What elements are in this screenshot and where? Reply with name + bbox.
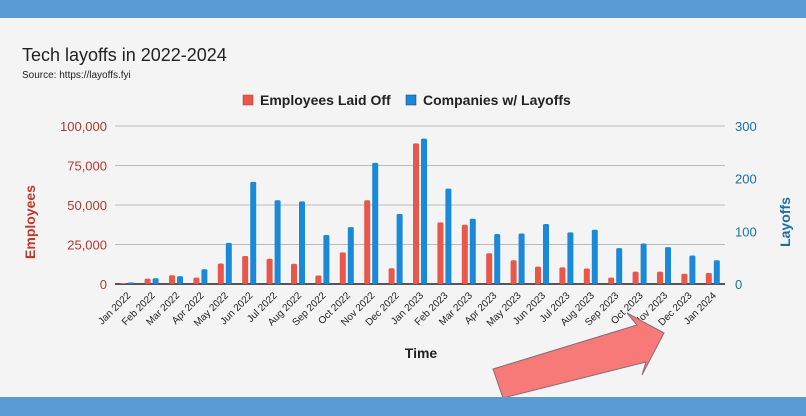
bar-employees bbox=[364, 200, 371, 284]
bar-companies bbox=[250, 181, 257, 284]
bar-companies bbox=[128, 282, 135, 284]
legend-swatch-companies bbox=[405, 94, 417, 106]
bar-employees bbox=[486, 253, 493, 284]
bar-employees bbox=[461, 224, 468, 284]
bar-companies bbox=[201, 269, 208, 284]
x-axis-title: Time bbox=[405, 345, 438, 361]
bar-companies bbox=[616, 248, 623, 284]
bar-companies bbox=[372, 162, 379, 284]
bar-employees bbox=[510, 260, 517, 284]
bar-companies bbox=[640, 243, 647, 284]
bar-employees bbox=[339, 252, 346, 284]
bar-employees bbox=[315, 275, 322, 284]
bar-employees bbox=[437, 222, 444, 284]
bar-employees bbox=[217, 263, 224, 284]
bar-companies bbox=[274, 200, 281, 284]
bar-companies bbox=[445, 188, 452, 284]
y-right-tick-label: 300 bbox=[735, 119, 757, 134]
bar-companies bbox=[567, 232, 574, 284]
bar-companies bbox=[665, 247, 671, 284]
y-right-tick-label: 100 bbox=[735, 224, 757, 239]
legend-label-companies: Companies w/ Layoffs bbox=[423, 92, 571, 108]
bar-companies bbox=[152, 278, 159, 284]
y-left-tick-label: 75,000 bbox=[67, 159, 107, 174]
bar-employees bbox=[705, 272, 712, 284]
y-left-tick-label: 25,000 bbox=[67, 238, 107, 253]
pointer-arrow-annotation bbox=[492, 312, 665, 399]
bar-employees bbox=[388, 268, 395, 284]
bar-employees bbox=[144, 278, 151, 284]
chart-title: Tech layoffs in 2022-2024 bbox=[22, 45, 227, 65]
bar-employees bbox=[242, 256, 249, 284]
legend-swatch-employees bbox=[242, 94, 254, 106]
y-left-tick-label: 0 bbox=[100, 277, 107, 292]
bar-employees bbox=[632, 271, 639, 284]
bar-employees bbox=[657, 271, 663, 284]
bar-employees bbox=[169, 275, 175, 284]
y-axis-left-title: Employees bbox=[22, 185, 38, 259]
bar-companies bbox=[713, 260, 720, 284]
top-banner bbox=[0, 0, 806, 18]
bar-companies bbox=[494, 233, 501, 284]
y-right-tick-label: 200 bbox=[735, 172, 757, 187]
bar-employees bbox=[681, 273, 688, 284]
bar-employees bbox=[266, 258, 273, 284]
bar-employees bbox=[535, 266, 541, 284]
chart-subtitle: Source: https://layoffs.fyi bbox=[22, 70, 131, 81]
y-left-tick-label: 100,000 bbox=[60, 119, 107, 134]
y-axis-right-title: Layoffs bbox=[777, 197, 793, 247]
bar-employees bbox=[413, 143, 419, 284]
bar-employees bbox=[608, 277, 615, 284]
y-right-tick-label: 0 bbox=[735, 277, 742, 292]
bar-employees bbox=[291, 263, 297, 284]
bar-companies bbox=[421, 138, 427, 284]
bar-companies bbox=[323, 235, 330, 284]
bar-companies bbox=[689, 255, 696, 284]
bar-companies bbox=[225, 242, 232, 284]
legend-label-employees: Employees Laid Off bbox=[260, 92, 391, 108]
y-left-tick-label: 50,000 bbox=[67, 198, 107, 213]
bar-companies bbox=[177, 276, 183, 284]
bar-companies bbox=[469, 218, 476, 284]
legend: Employees Laid Off Companies w/ Layoffs bbox=[242, 92, 571, 108]
bar-companies bbox=[543, 223, 549, 284]
bottom-banner bbox=[0, 397, 806, 416]
bar-employees bbox=[583, 268, 590, 284]
bar-employees bbox=[559, 267, 566, 284]
bar-companies bbox=[299, 201, 305, 284]
bar-companies bbox=[591, 229, 598, 284]
bar-companies bbox=[396, 213, 403, 284]
bar-employees bbox=[193, 277, 200, 284]
bar-companies bbox=[518, 233, 525, 284]
bar-employees bbox=[120, 283, 127, 284]
bar-companies bbox=[347, 227, 354, 284]
